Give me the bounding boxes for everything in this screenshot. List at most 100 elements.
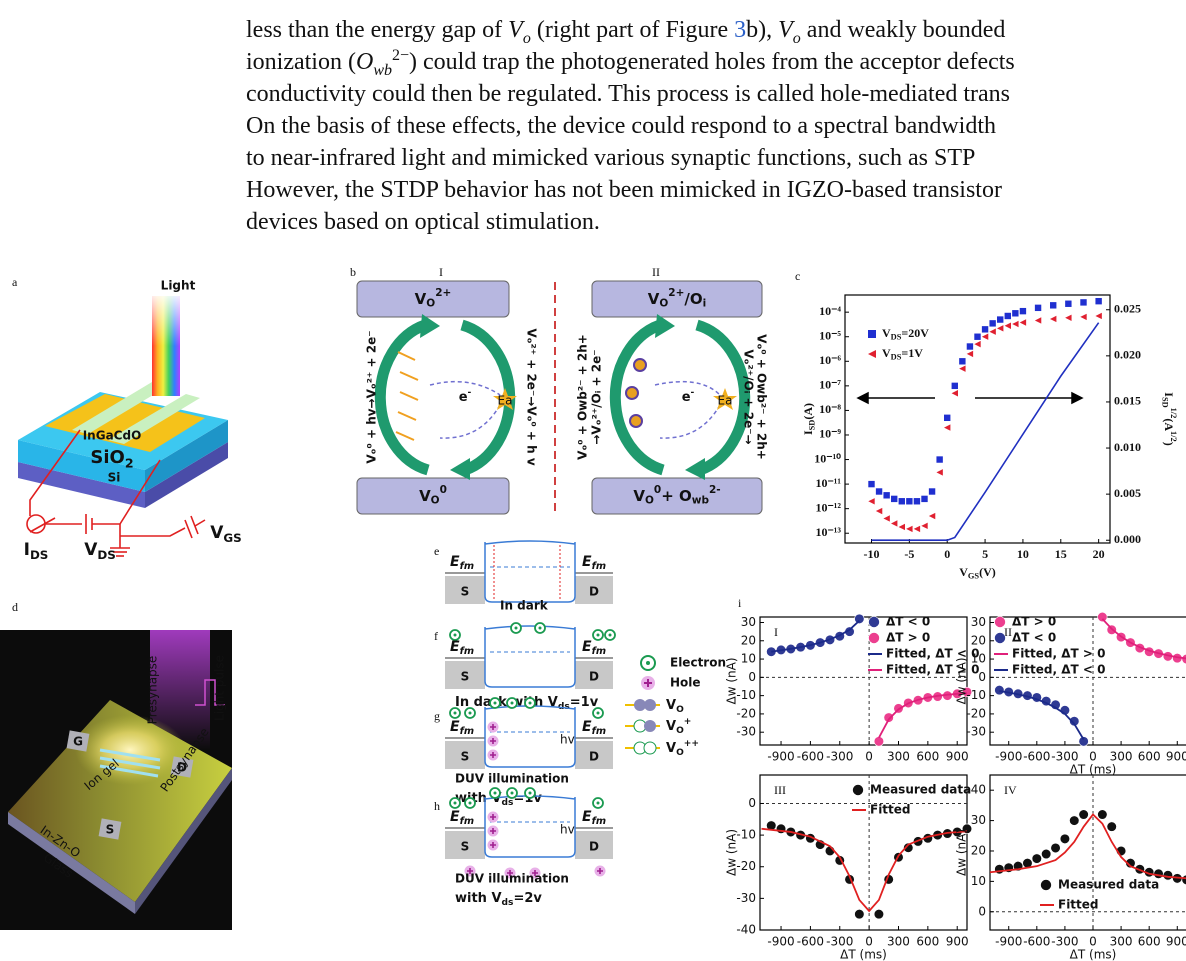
- y2-axis-label-part: SD: [1160, 397, 1169, 408]
- point: [868, 498, 874, 504]
- x-tick-label: -10: [864, 547, 880, 561]
- electron-dot: [529, 792, 532, 795]
- layer-label-part: SiO: [90, 447, 124, 468]
- fermi-label-part: fm: [460, 561, 474, 572]
- legend-swatch: [995, 633, 1006, 644]
- terminal-label: D: [589, 750, 599, 764]
- electrode-label: G: [73, 735, 83, 749]
- point: [936, 456, 942, 462]
- panel-label: a: [12, 275, 18, 289]
- chart-title: I: [774, 625, 778, 639]
- y-axis-label-part: (A): [801, 403, 815, 420]
- reaction: Vₒ²⁺/Oᵢ + 2e⁻→: [742, 349, 756, 444]
- caption: DUV illumination: [455, 872, 569, 886]
- y-tick-label: -30: [966, 725, 986, 739]
- x-tick-label: 900: [946, 750, 969, 764]
- legend-label: VDS=20V: [882, 326, 929, 342]
- defect-diagram: [357, 281, 762, 514]
- fermi-label-part: fm: [460, 646, 474, 657]
- point: [1035, 317, 1041, 323]
- defect-label-part: O: [426, 298, 435, 310]
- terminal-label: IDS: [24, 540, 49, 562]
- fermi-label-part: E: [450, 554, 460, 570]
- electron-dot: [469, 712, 472, 715]
- x-axis-label: ΔT (ms): [1070, 948, 1117, 961]
- layer-label: Si: [108, 471, 121, 485]
- terminal-label-part: V: [84, 540, 98, 560]
- legend-label: ΔT < 0: [886, 615, 930, 629]
- point: [1098, 810, 1108, 820]
- y-tick-label: 10⁻¹⁰: [814, 451, 841, 465]
- terminal-label-part: V: [210, 523, 224, 543]
- fermi-label: Efm: [582, 719, 606, 737]
- x-tick-label: -300: [826, 935, 853, 949]
- electron-dot: [597, 634, 600, 637]
- electron-dot: [515, 627, 518, 630]
- point: [1050, 302, 1056, 308]
- legend-label-part: ++: [684, 738, 699, 748]
- point: [855, 614, 865, 624]
- y-tick-label: 0: [748, 796, 756, 810]
- y2-axis-label: ISD1/2(A1/2): [1160, 392, 1177, 445]
- electron-dot: [454, 634, 457, 637]
- point: [1051, 843, 1061, 853]
- fermi-label-part: fm: [592, 561, 606, 572]
- point: [974, 341, 980, 347]
- fermi-label: Efm: [582, 639, 606, 657]
- y2-tick-label: 0.025: [1114, 302, 1141, 316]
- y2-axis-label-part: 1/2: [1169, 431, 1178, 442]
- panel-label: i: [738, 596, 742, 610]
- y-tick-label: 40: [971, 783, 986, 797]
- legend-label-part: V: [882, 346, 891, 360]
- legend-label: Fitted: [1058, 898, 1099, 912]
- plot-frame: [760, 617, 967, 745]
- legend-label-part: O: [676, 704, 684, 714]
- terminal-label: D: [589, 585, 599, 599]
- panel-label: h: [434, 799, 440, 813]
- point: [891, 520, 897, 526]
- electron-dot: [597, 712, 600, 715]
- y-tick-label: 30: [971, 615, 986, 629]
- x-tick-label: 600: [916, 935, 939, 949]
- defect-label-part: V: [415, 290, 427, 308]
- defect-label-part: /O: [684, 290, 702, 308]
- legend-label-part: O: [676, 747, 684, 757]
- y2-axis-label-part: (A: [1162, 418, 1176, 431]
- panel-label: e: [434, 544, 439, 558]
- x-axis-label-part: (V): [979, 565, 996, 579]
- y-axis-label: Δw (nA): [955, 829, 969, 876]
- caption-part: ds: [502, 797, 514, 807]
- y2-axis-label-part: 1/2: [1169, 408, 1178, 419]
- electron-label-part: -: [691, 387, 695, 397]
- y-tick-label: 10⁻⁹: [819, 427, 841, 441]
- caption: with Vds=2v: [455, 891, 542, 908]
- band-edge: [485, 541, 575, 602]
- point: [995, 685, 1005, 695]
- point: [1095, 313, 1101, 319]
- chart-title: IV: [1004, 783, 1017, 797]
- x-tick-label: 900: [1166, 935, 1186, 949]
- legend-label: Fitted, ΔT < 0: [1012, 663, 1105, 677]
- legend-swatch: [868, 350, 876, 358]
- x-axis-label: ΔT (ms): [840, 948, 887, 961]
- legend-label-part: DS: [891, 333, 902, 342]
- point: [876, 488, 882, 494]
- y-tick-label: -40: [736, 923, 756, 937]
- electron-dot: [597, 802, 600, 805]
- caption-part: with V: [455, 891, 502, 906]
- point: [1035, 305, 1041, 311]
- panel-label: b: [350, 265, 356, 279]
- energy-label: Ea: [718, 394, 733, 408]
- point: [906, 498, 912, 504]
- terminal-label: S: [461, 585, 470, 599]
- legend-label: Electron: [670, 656, 726, 670]
- x-tick-label: -900: [995, 935, 1022, 949]
- x-axis-label: VGS(V): [959, 565, 996, 581]
- electron-dot: [511, 792, 514, 795]
- fit-line: [761, 829, 967, 911]
- x-tick-label: -600: [797, 750, 824, 764]
- legend-swatch: [868, 330, 876, 338]
- legend-label-part: DS: [891, 353, 902, 362]
- electron-label-part: e: [459, 390, 468, 405]
- electron-dot: [609, 634, 612, 637]
